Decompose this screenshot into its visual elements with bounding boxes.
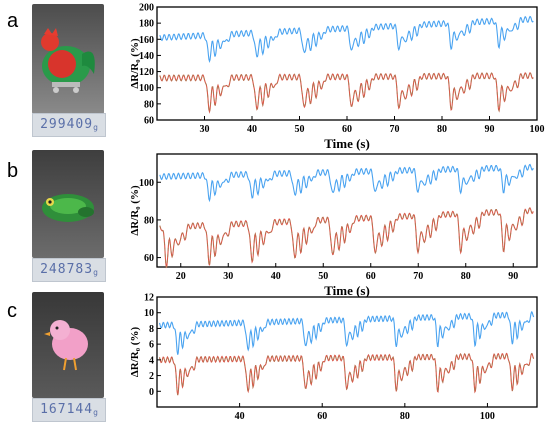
rooster-toy-photo (32, 4, 104, 114)
x-tick-label: 50 (318, 271, 328, 282)
x-tick-label: 60 (317, 411, 327, 422)
x-tick-label: 90 (508, 271, 518, 282)
scale-reading-b: 248783 (40, 262, 94, 277)
y-tick-label: 160 (139, 35, 154, 46)
x-tick-label: 80 (437, 124, 447, 135)
y-tick-label: 4 (149, 355, 154, 366)
x-tick-label: 90 (485, 124, 495, 135)
y-tick-label: 60 (144, 253, 154, 264)
y-tick-label: 80 (144, 215, 154, 226)
y-axis-label: ΔR/R₀ (%) (129, 185, 141, 236)
scale-unit-b: g (93, 268, 98, 277)
scale-reading-a: 299409 (40, 117, 94, 132)
scale-display-c: 167144g (32, 398, 106, 422)
series-line-brown (159, 207, 534, 269)
x-tick-label: 20 (176, 271, 186, 282)
x-tick-label: 70 (413, 271, 423, 282)
series-line-blue (158, 311, 535, 355)
series-line-brown (159, 72, 534, 114)
x-axis-label: Time (s) (324, 283, 370, 298)
y-tick-label: 120 (139, 67, 154, 78)
scale-unit-c: g (93, 408, 98, 417)
chick-toy-photo (32, 292, 104, 398)
chart-b: 20 30 40 50 60 70 80 90 60 80 100 Time (s) ΔR/R₀ (%) (129, 153, 538, 298)
y-tick-label: 100 (139, 83, 154, 94)
x-tick-label: 100 (530, 124, 545, 135)
x-tick-label: 30 (223, 271, 233, 282)
panel-letter-a: a (7, 10, 19, 32)
x-tick-label: 50 (295, 124, 305, 135)
y-tick-label: 100 (139, 178, 154, 189)
y-tick-label: 0 (149, 387, 154, 398)
y-tick-label: 12 (144, 293, 154, 304)
scale-display-a: 299409g (32, 113, 106, 137)
x-tick-label: 40 (235, 411, 245, 422)
y-tick-label: 60 (144, 116, 154, 127)
x-tick-label: 80 (461, 271, 471, 282)
series-line-red (159, 71, 534, 114)
series-line-red (159, 207, 534, 269)
x-axis-label: Time (s) (324, 136, 370, 151)
x-tick-label: 40 (271, 271, 281, 282)
x-tick-label: 40 (247, 124, 257, 135)
y-tick-label: 180 (139, 19, 154, 30)
scale-display-b: 248783g (32, 258, 106, 282)
y-tick-label: 140 (139, 51, 154, 62)
y-axis-label: ΔR/R₀ (%) (129, 38, 141, 89)
x-tick-label: 30 (200, 124, 210, 135)
scale-unit-a: g (93, 123, 98, 132)
panel-letter-c: c (7, 300, 17, 322)
series-line-blue (159, 163, 534, 203)
y-tick-label: 8 (149, 324, 154, 335)
y-tick-label: 80 (144, 99, 154, 110)
plot-frame (156, 296, 538, 408)
chart-a: 30 40 50 60 70 80 90 100 60 80 100 120 140 160 180 200 T… (129, 3, 545, 152)
frog-toy-photo (32, 150, 104, 258)
series-line-blue (159, 15, 534, 63)
y-tick-label: 200 (139, 3, 154, 14)
y-axis-label: ΔR/R₀ (%) (129, 327, 141, 378)
y-tick-label: 10 (144, 308, 154, 319)
y-tick-label: 2 (149, 371, 154, 382)
scale-reading-c: 167144 (40, 402, 94, 417)
x-tick-label: 60 (342, 124, 352, 135)
y-tick-label: 6 (149, 340, 154, 351)
x-tick-label: 70 (390, 124, 400, 135)
x-tick-label: 100 (480, 411, 495, 422)
series-line-brown (159, 352, 535, 396)
plot-frame (156, 153, 538, 268)
x-tick-label: 80 (400, 411, 410, 422)
panel-letter-b: b (7, 160, 19, 182)
chart-c: 40 60 80 100 0 2 4 6 8 10 12 ΔR/R₀ (%) (129, 293, 538, 422)
x-tick-label: 60 (366, 271, 376, 282)
